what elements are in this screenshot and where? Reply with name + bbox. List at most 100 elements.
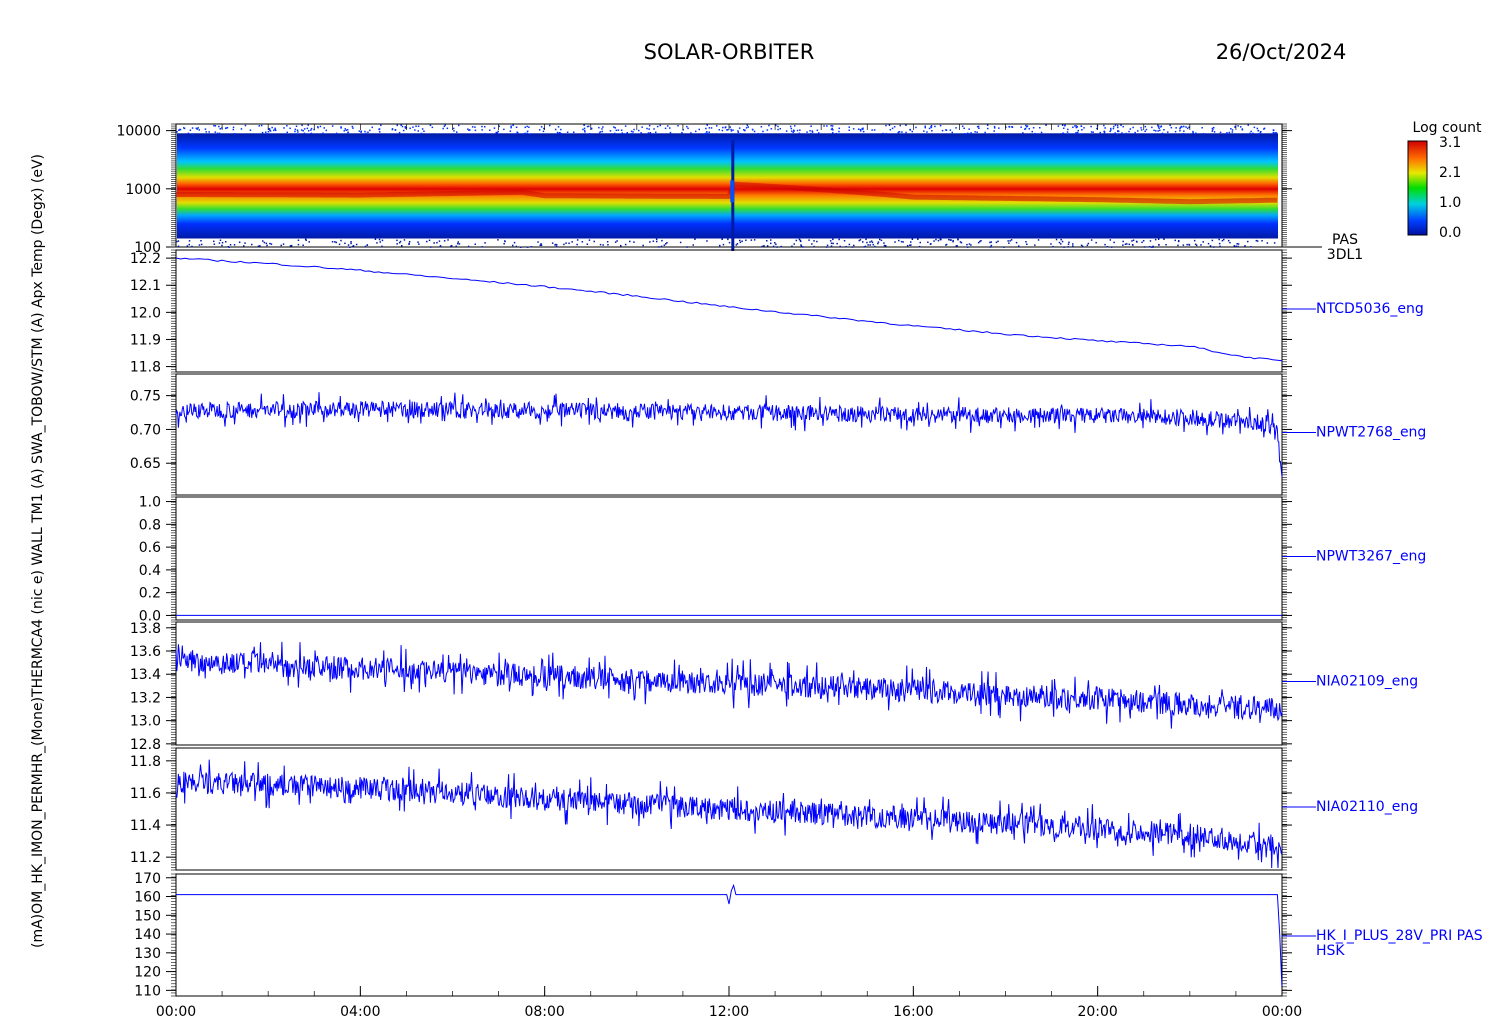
panel-label: NPWT3267_eng xyxy=(1316,549,1426,565)
spectrogram-speckle xyxy=(176,131,178,133)
spectrogram-speckle xyxy=(648,128,650,130)
spectrogram-speckle xyxy=(721,129,724,132)
spectrogram-speckle xyxy=(716,125,718,127)
panel-frame xyxy=(175,496,1283,621)
spectrogram-speckle xyxy=(655,131,657,134)
spectrogram-speckle xyxy=(450,245,452,248)
spectrogram-speckle xyxy=(718,129,720,131)
spectrogram-speckle xyxy=(218,242,221,244)
spectrogram-speckle xyxy=(763,245,765,247)
spectrogram-speckle xyxy=(1192,132,1194,134)
spectrogram-speckle xyxy=(710,127,713,129)
spectrogram-speckle xyxy=(238,241,241,243)
spectrogram-speckle xyxy=(378,238,381,241)
y-tick-label: 110 xyxy=(134,983,161,999)
spectrogram-speckle xyxy=(177,245,180,247)
spectrogram-speckle xyxy=(303,132,306,135)
spectrogram-speckle xyxy=(394,129,397,131)
spectrogram-speckle xyxy=(926,131,928,133)
spectrogram-speckle xyxy=(467,128,469,130)
spectrogram-speckle xyxy=(877,241,880,243)
spectrogram-speckle xyxy=(540,126,543,128)
spectrogram-speckle xyxy=(398,241,401,244)
spectrogram-speckle xyxy=(558,132,561,134)
spectrogram-speckle xyxy=(589,133,591,135)
spectrogram-speckle xyxy=(743,129,746,132)
spectrogram-speckle xyxy=(835,132,837,135)
spectrogram-speckle xyxy=(414,129,416,131)
spectrogram-speckle xyxy=(949,239,952,241)
spectrogram-speckle xyxy=(911,130,913,133)
spectrogram-speckle xyxy=(1007,240,1009,242)
spectrogram-speckle xyxy=(266,244,268,247)
spectrogram-speckle xyxy=(1182,133,1185,135)
spectrogram-speckle xyxy=(225,241,227,243)
spectrogram-speckle xyxy=(686,125,688,128)
spectrogram-speckle xyxy=(761,245,763,248)
spectrogram-speckle xyxy=(666,242,668,244)
spectrogram-speckle xyxy=(976,126,979,128)
spectrogram-speckle xyxy=(774,242,776,244)
spectrogram-speckle xyxy=(294,130,296,133)
spectrogram-speckle xyxy=(883,244,886,247)
spectrogram-speckle xyxy=(408,243,410,245)
spectrogram-speckle xyxy=(557,132,559,134)
spectrogram-speckle xyxy=(933,240,935,242)
spectrogram-speckle xyxy=(581,241,584,243)
spectrogram-speckle xyxy=(219,128,221,130)
spectrogram-speckle xyxy=(799,240,802,243)
spectrogram-speckle xyxy=(189,129,192,131)
spectrogram-speckle xyxy=(750,239,753,241)
spectrogram-speckle xyxy=(443,240,446,242)
spectrogram-speckle xyxy=(367,131,369,133)
spectrogram-speckle xyxy=(601,128,603,130)
spectrogram-speckle xyxy=(800,244,802,246)
spectrogram-speckle xyxy=(832,242,834,245)
spectrogram-speckle xyxy=(1022,132,1024,134)
spectrogram-speckle xyxy=(647,132,650,134)
spectrogram-speckle xyxy=(1253,126,1256,129)
spectrogram-speckle xyxy=(993,125,996,128)
spectrogram-speckle xyxy=(1080,244,1083,247)
spectrogram-speckle xyxy=(832,129,834,131)
panel-label: 3DL1 xyxy=(1327,247,1363,263)
spectrogram-speckle xyxy=(928,127,931,130)
spectrogram-speckle xyxy=(1158,244,1160,246)
spectrogram-speckle xyxy=(219,239,222,241)
spectrogram-speckle xyxy=(352,245,355,247)
spectrogram-speckle xyxy=(1263,127,1266,130)
spectrogram-speckle xyxy=(1274,132,1276,134)
spectrogram-speckle xyxy=(1213,246,1215,248)
y-tick-label: 0.70 xyxy=(130,422,161,438)
spectrogram-speckle xyxy=(590,128,593,130)
spectrogram-speckle xyxy=(1116,124,1119,127)
spectrogram-speckle xyxy=(779,128,781,130)
spectrogram-speckle xyxy=(429,124,432,127)
spectrogram-speckle xyxy=(453,130,455,132)
spectrogram-speckle xyxy=(1117,130,1119,133)
spectrogram-speckle xyxy=(830,245,833,247)
spectrogram-speckle xyxy=(286,131,288,134)
spectrogram-speckle xyxy=(343,130,345,132)
spectrogram-speckle xyxy=(350,241,352,243)
spectrogram-speckle xyxy=(1083,127,1085,129)
spectrogram-speckle xyxy=(443,125,446,128)
spectrogram-speckle xyxy=(775,243,777,246)
spectrogram-speckle xyxy=(1072,245,1074,247)
spectrogram-speckle xyxy=(489,129,491,131)
spectrogram-speckle xyxy=(620,129,623,131)
spectrogram-speckle xyxy=(826,125,828,127)
spectrogram-speckle xyxy=(998,127,1000,129)
spectrogram-speckle xyxy=(302,244,304,246)
spectrogram-speckle xyxy=(177,240,180,242)
spectrogram-speckle xyxy=(859,129,862,131)
panel-frame xyxy=(175,873,1283,997)
spectrogram-speckle xyxy=(456,131,458,133)
spectrogram-speckle xyxy=(979,240,981,243)
spectrogram-speckle xyxy=(307,130,310,132)
spectrogram-speckle xyxy=(976,131,978,133)
y-tick-label: 0.65 xyxy=(130,456,161,472)
spectrogram-speckle xyxy=(540,243,542,245)
spectrogram-speckle xyxy=(599,243,602,246)
spectrogram-speckle xyxy=(1231,131,1234,133)
